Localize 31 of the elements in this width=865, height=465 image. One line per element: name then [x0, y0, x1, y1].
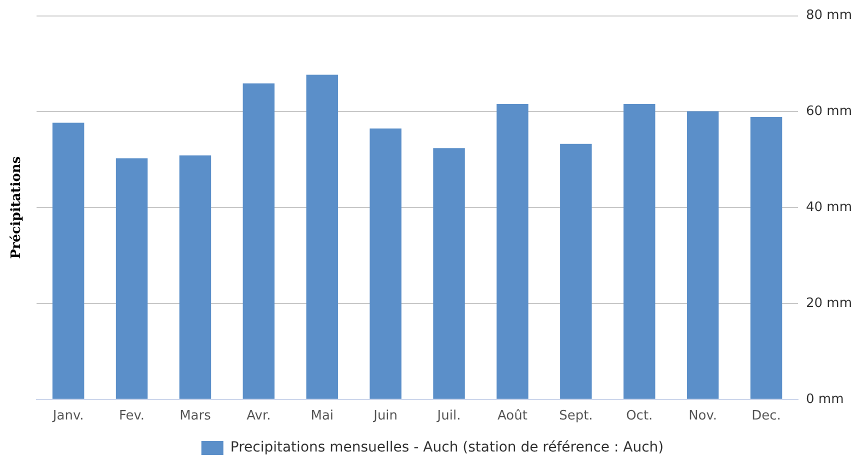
x-tick-label: Oct.: [626, 408, 653, 424]
bar: [496, 104, 528, 399]
x-tick-label: Mars: [180, 408, 212, 424]
bar: [433, 148, 465, 399]
x-tick-label: Juil.: [436, 408, 461, 424]
x-tick-label: Juin: [372, 408, 398, 424]
y-tick-label: 0 mm: [806, 392, 844, 407]
bar: [306, 74, 338, 399]
legend-label: Precipitations mensuelles - Auch (station de référence : Auch): [230, 440, 664, 456]
y-tick-label: 80 mm: [806, 8, 852, 24]
x-tick-label: Sept.: [559, 408, 593, 424]
y-tick-label: 40 mm: [806, 200, 852, 215]
x-tick-label: Fev.: [118, 408, 145, 424]
y-axis-title: Précipitations: [9, 156, 24, 259]
x-tick-label: Août: [497, 408, 528, 424]
bar: [686, 111, 719, 399]
x-tick-label: Avr.: [246, 408, 271, 424]
y-tick-label: 20 mm: [806, 296, 852, 311]
y-tick-label: 60 mm: [806, 104, 852, 120]
bar: [750, 116, 782, 399]
bar: [116, 158, 148, 399]
bar: [370, 128, 402, 399]
x-tick-label: Janv.: [52, 408, 84, 424]
x-tick-label: Mai: [310, 408, 334, 424]
bar: [242, 83, 275, 399]
x-tick-label: Dec.: [752, 408, 781, 424]
bar: [52, 122, 84, 399]
bar: [624, 104, 656, 399]
x-tick-label: Nov.: [688, 408, 718, 424]
bar: [560, 144, 592, 399]
bar: [179, 155, 212, 399]
